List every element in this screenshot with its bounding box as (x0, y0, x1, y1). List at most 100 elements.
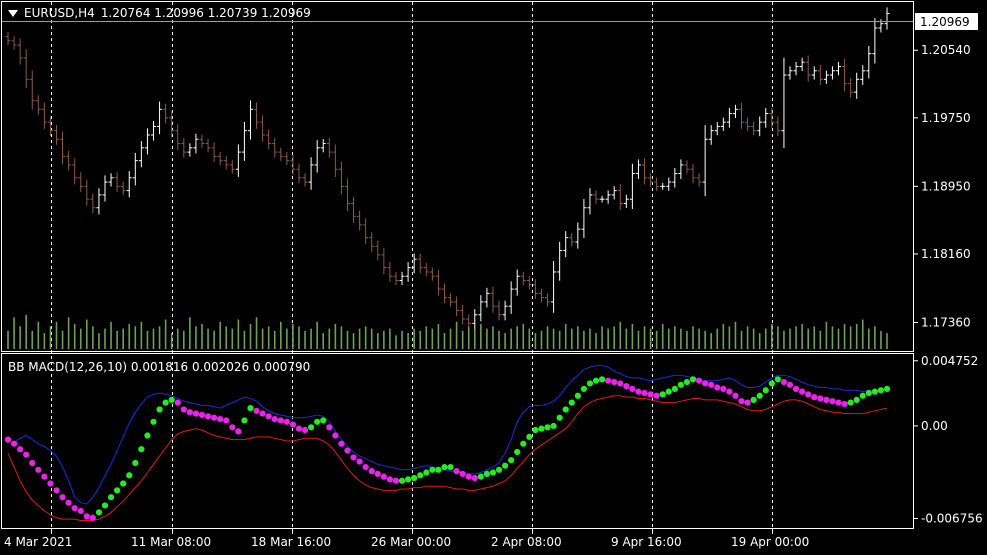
price-bar (144, 128, 150, 155)
macd-dot-down (744, 399, 751, 406)
macd-dot-up (508, 457, 515, 464)
macd-dot-down (29, 459, 36, 467)
macd-dot-up (562, 406, 569, 413)
price-bar (508, 281, 514, 314)
macd-dot-up (592, 377, 600, 384)
price-bar (429, 267, 435, 281)
macd-dot-down (229, 424, 236, 431)
price-bar (211, 142, 217, 162)
price-bar (35, 95, 41, 115)
price-bar (684, 160, 690, 174)
price-bar (308, 157, 314, 190)
macd-dot-down (356, 458, 363, 465)
macd-dot-up (308, 424, 315, 431)
macd-dot-down (295, 425, 303, 432)
macd-dot-down (277, 417, 284, 424)
macd-dot-down (83, 513, 90, 520)
price-bar (84, 179, 90, 206)
macd-dot-up (132, 459, 139, 467)
macd-dot-down (453, 468, 460, 475)
macd-dot-up (768, 380, 775, 387)
macd-dot-down (211, 414, 218, 421)
price-bar (272, 137, 278, 158)
chart-header: EURUSD,H4 1.20764 1.20996 1.20739 1.2096… (8, 6, 311, 20)
macd-dot-down (253, 407, 260, 414)
price-bar (702, 125, 708, 197)
macd-dot-down (647, 391, 654, 398)
price-bar (60, 131, 66, 165)
macd-dot-up (574, 392, 581, 399)
price-bar (611, 186, 617, 200)
macd-dot-up (538, 425, 545, 432)
price-bar (241, 121, 247, 161)
price-bar (811, 66, 817, 80)
price-bar (278, 147, 284, 161)
macd-dot-down (459, 470, 466, 478)
price-bar (526, 276, 532, 290)
macd-dot-up (101, 502, 109, 509)
price-bar (17, 38, 23, 65)
macd-dot-down (738, 398, 745, 405)
macd-dot-down (653, 392, 660, 399)
price-bar (854, 72, 860, 99)
price-bar (108, 173, 114, 187)
price-bar (872, 18, 878, 64)
x-tick-label: 4 Mar 2021 (4, 535, 72, 549)
price-bar (23, 49, 29, 89)
macd-dot-up (126, 472, 133, 479)
price-bar (866, 45, 872, 79)
macd-dot-down (471, 474, 478, 482)
macd-dot-down (283, 418, 290, 425)
price-bar (642, 158, 648, 185)
macd-dot-down (10, 440, 18, 447)
macd-dot-down (635, 388, 642, 395)
macd-dot-down (817, 395, 824, 402)
macd-dot-down (374, 470, 381, 478)
price-bar (648, 173, 654, 187)
price-bar (842, 58, 848, 92)
lower-band-line (7, 395, 888, 521)
macd-dot-up (441, 463, 448, 471)
macd-dot-up (550, 422, 557, 430)
price-bar (732, 104, 738, 119)
price-bar (823, 70, 829, 84)
price-tick-label: 1.18950 (921, 179, 971, 193)
price-bar (205, 139, 211, 153)
price-bar (120, 181, 126, 196)
price-bar (696, 173, 702, 187)
indicator-axis: 0.004752 0.00 -0.006756 (913, 354, 983, 526)
price-bar (605, 190, 611, 204)
macd-dot-down (823, 396, 830, 403)
macd-dot-down (89, 514, 96, 521)
macd-dot-down (780, 378, 788, 386)
price-bar (314, 140, 320, 173)
macd-dot-down (805, 391, 812, 398)
vertical-grid (51, 2, 773, 528)
price-bar (587, 188, 593, 215)
dropdown-triangle-icon[interactable] (8, 9, 18, 17)
x-tick-label: 2 Apr 08:00 (491, 535, 562, 549)
price-bar (41, 102, 47, 129)
macd-dot-down (77, 507, 84, 515)
price-bar (441, 283, 447, 304)
price-bar (260, 115, 266, 142)
price-bar (551, 261, 557, 313)
price-bar (581, 198, 587, 238)
price-bar (545, 293, 551, 307)
macd-dot-down (223, 417, 230, 424)
macd-dot-down (799, 388, 806, 395)
macd-dot-down (180, 406, 187, 413)
macd-dot-up (853, 396, 860, 403)
macd-dot-down (350, 454, 357, 461)
macd-dot-up (877, 387, 885, 394)
volume-bars (7, 315, 888, 349)
price-bar (599, 195, 605, 203)
macd-dot-down (235, 428, 242, 435)
indicator-tick-label: 0.004752 (921, 354, 978, 368)
macd-dot-up (865, 389, 872, 397)
price-tick-label: 1.18160 (921, 247, 971, 261)
price-bar (53, 125, 59, 145)
price-bar (708, 125, 714, 145)
price-bar (150, 120, 156, 141)
